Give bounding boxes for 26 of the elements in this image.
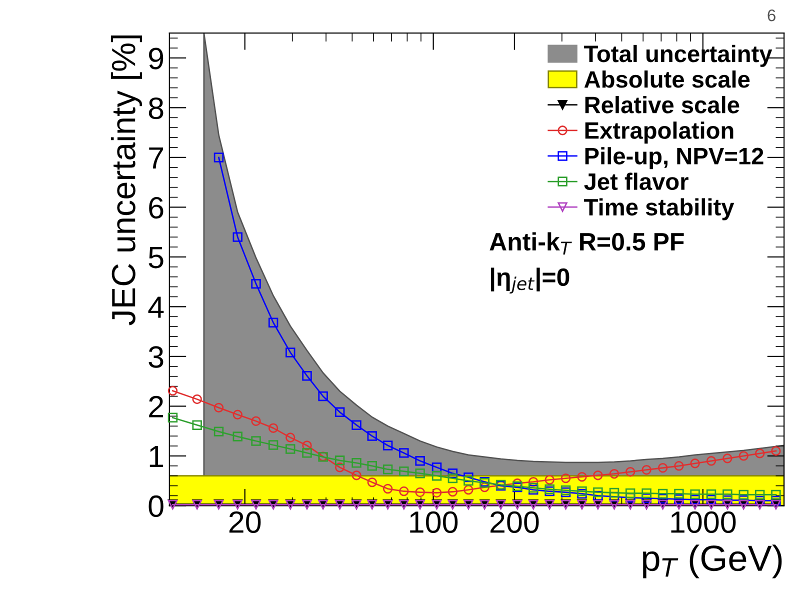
y-tick-label: 4 [148, 296, 164, 318]
y-tick-label: 2 [149, 396, 164, 418]
y-tick-label: 8 [148, 97, 164, 120]
x-tick-label: 20 [229, 511, 261, 533]
annotation: |η$_{jet}$|=0 [490, 268, 570, 294]
y-tick-label: 6 [149, 196, 164, 219]
annotation: Anti-k$_{T}$ R=0.5 PF [490, 232, 684, 254]
x-tick-label: 1000 [671, 511, 736, 533]
legend-label: Time stability [584, 198, 734, 220]
text: 6 [768, 9, 776, 22]
y-tick-label: 7 [149, 148, 164, 169]
legend-label: Relative scale [585, 96, 740, 114]
legend-label: Jet flavor [584, 172, 688, 190]
x-tick-label: 100 [410, 511, 458, 533]
y-tick-label: 3 [148, 346, 164, 368]
y-tick-label: 1 [150, 446, 164, 468]
y-axis-title: JEC uncertainty [%] [110, 35, 142, 326]
x-tick-label: 200 [490, 511, 539, 533]
y-tick-label: 9 [149, 48, 164, 70]
y-tick-label: 5 [148, 247, 164, 268]
legend-label: Pile-up, NPV=12 [585, 147, 764, 170]
y-tick-label: 0 [148, 495, 164, 518]
legend-label: Absolute scale [584, 70, 750, 88]
x-axis-title: p$_{T}$ (GeV) [643, 544, 782, 578]
legend-label: Extrapolation [585, 122, 734, 144]
legend-label: Total uncertainty [584, 44, 772, 67]
